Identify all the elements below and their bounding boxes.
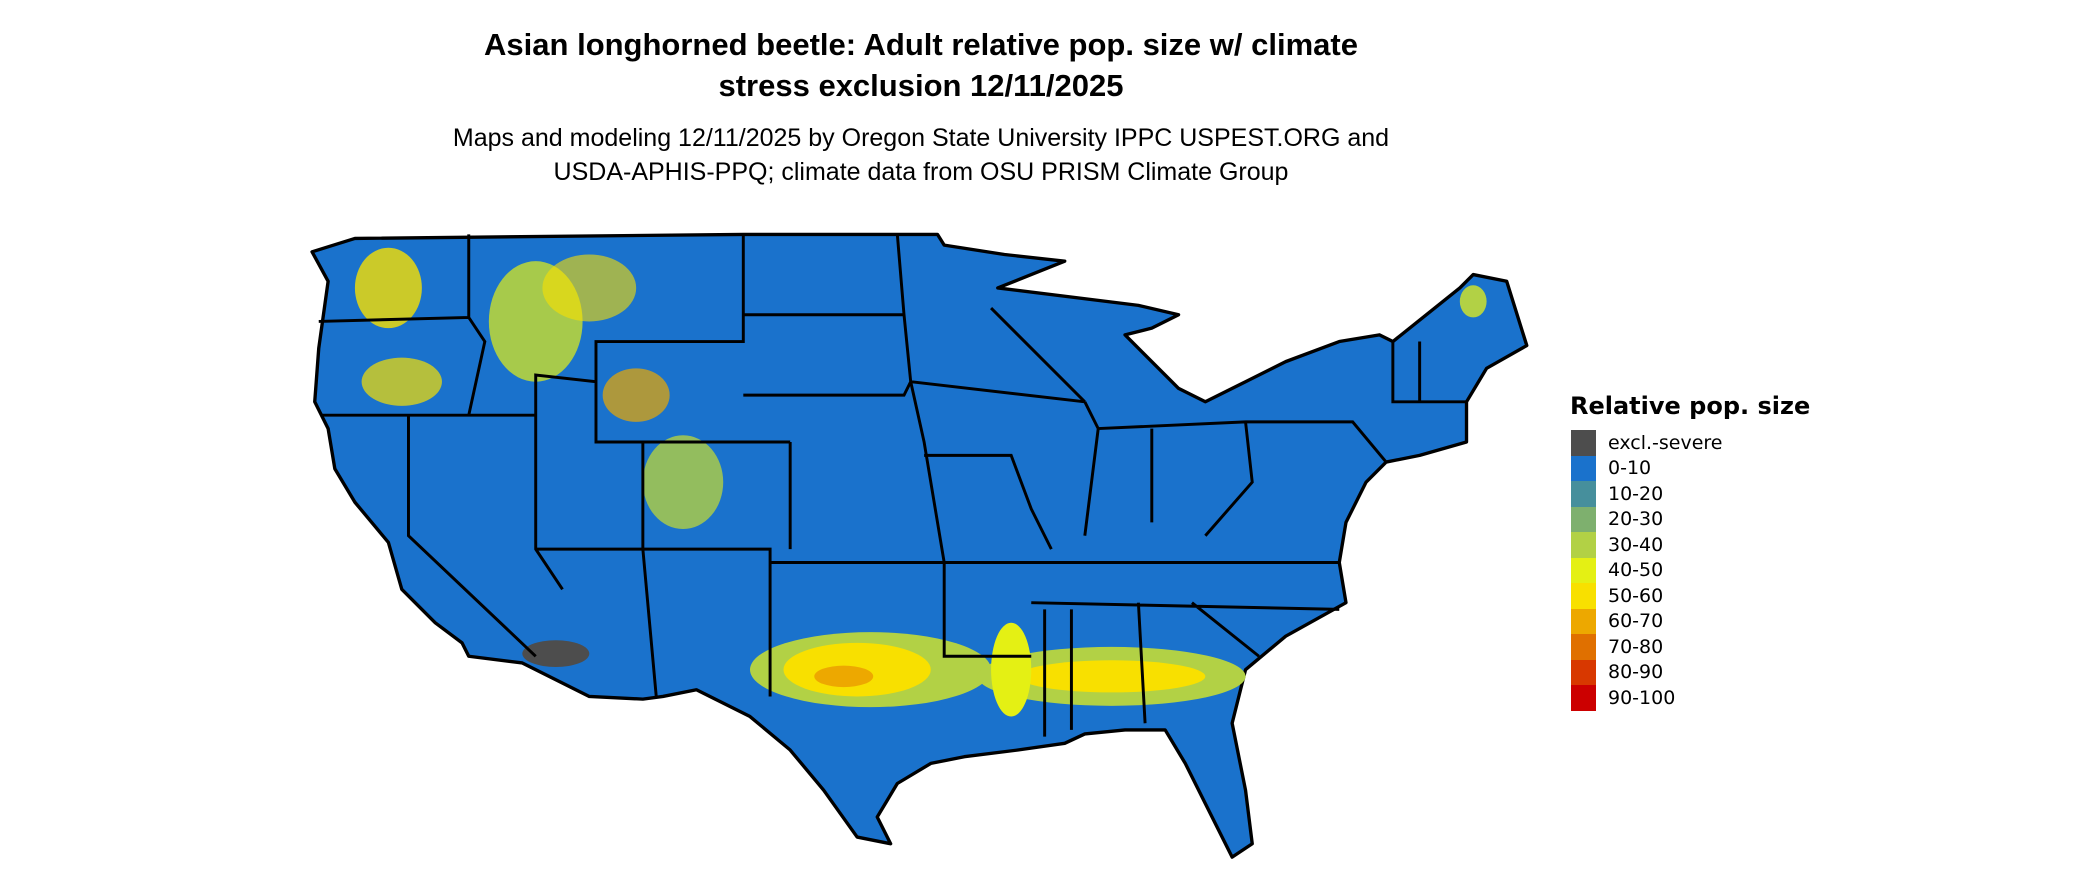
legend-item: 50-60 [1571, 583, 1810, 609]
map-subtitle-line-1: Maps and modeling 12/11/2025 by Oregon S… [452, 124, 1390, 152]
patch-gulf-core [1017, 660, 1206, 693]
legend-label: 50-60 [1608, 584, 1664, 607]
patch-oregon [361, 357, 442, 406]
legend-label: 40-50 [1608, 559, 1664, 582]
map-title-line-2: stress exclusion 12/11/2025 [718, 68, 1124, 103]
map-subtitle-line-2: USDA-APHIS-PPQ; climate data from OSU PR… [553, 158, 1289, 186]
legend-label: 10-20 [1608, 482, 1664, 505]
legend-item: excl.-severe [1571, 430, 1810, 456]
legend-swatch [1571, 455, 1596, 481]
legend-swatch [1571, 659, 1596, 685]
legend-swatch [1571, 608, 1596, 634]
legend-swatch [1571, 481, 1596, 507]
legend-label: 70-80 [1608, 635, 1664, 658]
legend-label: 20-30 [1608, 508, 1664, 531]
legend-swatch [1571, 430, 1596, 456]
patch-new-england [1459, 285, 1487, 318]
legend-swatch [1571, 583, 1596, 609]
legend-swatch [1571, 685, 1596, 711]
legend-label: excl.-severe [1608, 431, 1723, 454]
legend-swatch [1571, 506, 1596, 532]
legend-swatch [1571, 532, 1596, 558]
legend-item: 80-90 [1571, 659, 1810, 685]
legend-items: excl.-severe 0-10 10-20 20-30 30-40 40-50 50-6… [1571, 430, 1810, 711]
legend-title: Relative pop. size [1570, 392, 1811, 420]
patch-lower-miss [991, 622, 1032, 717]
legend-label: 90-100 [1608, 686, 1676, 709]
patch-montana [542, 254, 637, 322]
legend-item: 0-10 [1571, 455, 1810, 481]
patch-pnw [354, 247, 422, 329]
legend-swatch [1571, 634, 1596, 660]
legend-item: 70-80 [1571, 634, 1810, 660]
map-title-line-1: Asian longhorned beetle: Adult relative … [484, 27, 1358, 62]
legend-item: 60-70 [1571, 608, 1810, 634]
legend-item: 20-30 [1571, 506, 1810, 532]
legend-swatch [1571, 557, 1596, 583]
patch-excl-arizona [522, 640, 590, 667]
legend-item: 10-20 [1571, 481, 1810, 507]
patch-wyoming [602, 368, 670, 422]
legend-label: 30-40 [1608, 533, 1664, 556]
patch-texas-hot [814, 665, 874, 688]
state-borders [318, 234, 1467, 737]
legend-item: 30-40 [1571, 532, 1810, 558]
legend-item: 90-100 [1571, 685, 1810, 711]
patch-colorado [642, 435, 724, 530]
legend-label: 0-10 [1608, 457, 1652, 480]
legend-label: 60-70 [1608, 610, 1664, 633]
legend: Relative pop. size excl.-severe 0-10 10-20… [1570, 392, 1811, 711]
legend-item: 40-50 [1571, 557, 1810, 583]
legend-label: 80-90 [1608, 661, 1664, 684]
